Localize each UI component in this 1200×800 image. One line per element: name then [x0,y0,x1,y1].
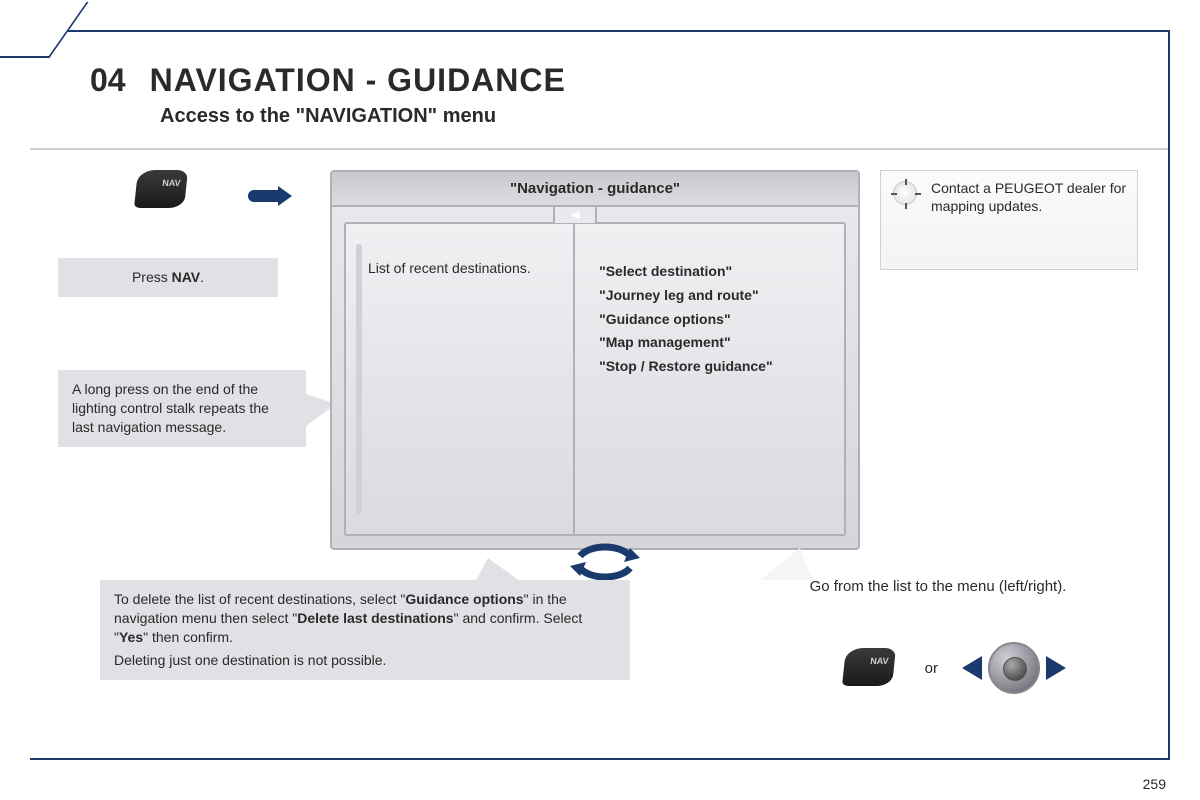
delete-line2: Deleting just one destination is not pos… [114,651,616,670]
press-nav-instruction: Press NAV. [58,258,278,297]
section-title: NAVIGATION - GUIDANCE [150,62,566,99]
contact-text: Contact a PEUGEOT dealer for mapping upd… [931,180,1126,214]
menu-pane: "Select destination" "Journey leg and ro… [575,224,844,534]
header-block: 04 NAVIGATION - GUIDANCE Access to the "… [30,32,1168,150]
nav-screen: "Navigation - guidance" List of recent d… [330,170,860,550]
recent-destinations-pane: List of recent destinations. [346,224,575,534]
left-right-instruction: Go from the list to the menu (left/right… [738,578,1138,595]
arrow-right-icon [1046,656,1066,680]
arrow-right-icon [278,186,292,206]
tab-indicator-icon [553,205,597,223]
delete-text: " then confirm. [143,629,233,645]
section-number: 04 [90,62,126,99]
swap-arrows-icon [570,542,640,582]
menu-item: "Stop / Restore guidance" [599,355,834,379]
delete-instruction: To delete the list of recent destination… [100,580,630,680]
long-press-instruction: A long press on the end of the lighting … [58,370,306,447]
section-subtitle: Access to the "NAVIGATION" menu [160,105,1168,128]
menu-item: "Journey leg and route" [599,284,834,308]
menu-item: "Guidance options" [599,308,834,332]
delete-bold: Delete last destinations [297,610,453,626]
screen-title: "Navigation - guidance" [332,172,858,207]
contact-box: Contact a PEUGEOT dealer for mapping upd… [880,170,1138,270]
page-number: 259 [1143,776,1166,792]
info-icon [893,181,917,205]
menu-item: "Select destination" [599,260,834,284]
delete-text: To delete the list of recent destination… [114,591,405,607]
press-nav-post: . [200,269,204,285]
joystick-icon [988,642,1040,694]
nav-button-icon [842,648,896,686]
press-nav-bold: NAV [172,269,201,285]
press-nav-pre: Press [132,269,172,285]
nav-button-icon [134,170,188,208]
delete-bold: Guidance options [405,591,523,607]
callout-pointer-icon [760,548,812,580]
arrow-left-icon [962,656,982,680]
menu-item: "Map management" [599,331,834,355]
or-label: or [925,660,938,677]
delete-bold: Yes [119,629,143,645]
